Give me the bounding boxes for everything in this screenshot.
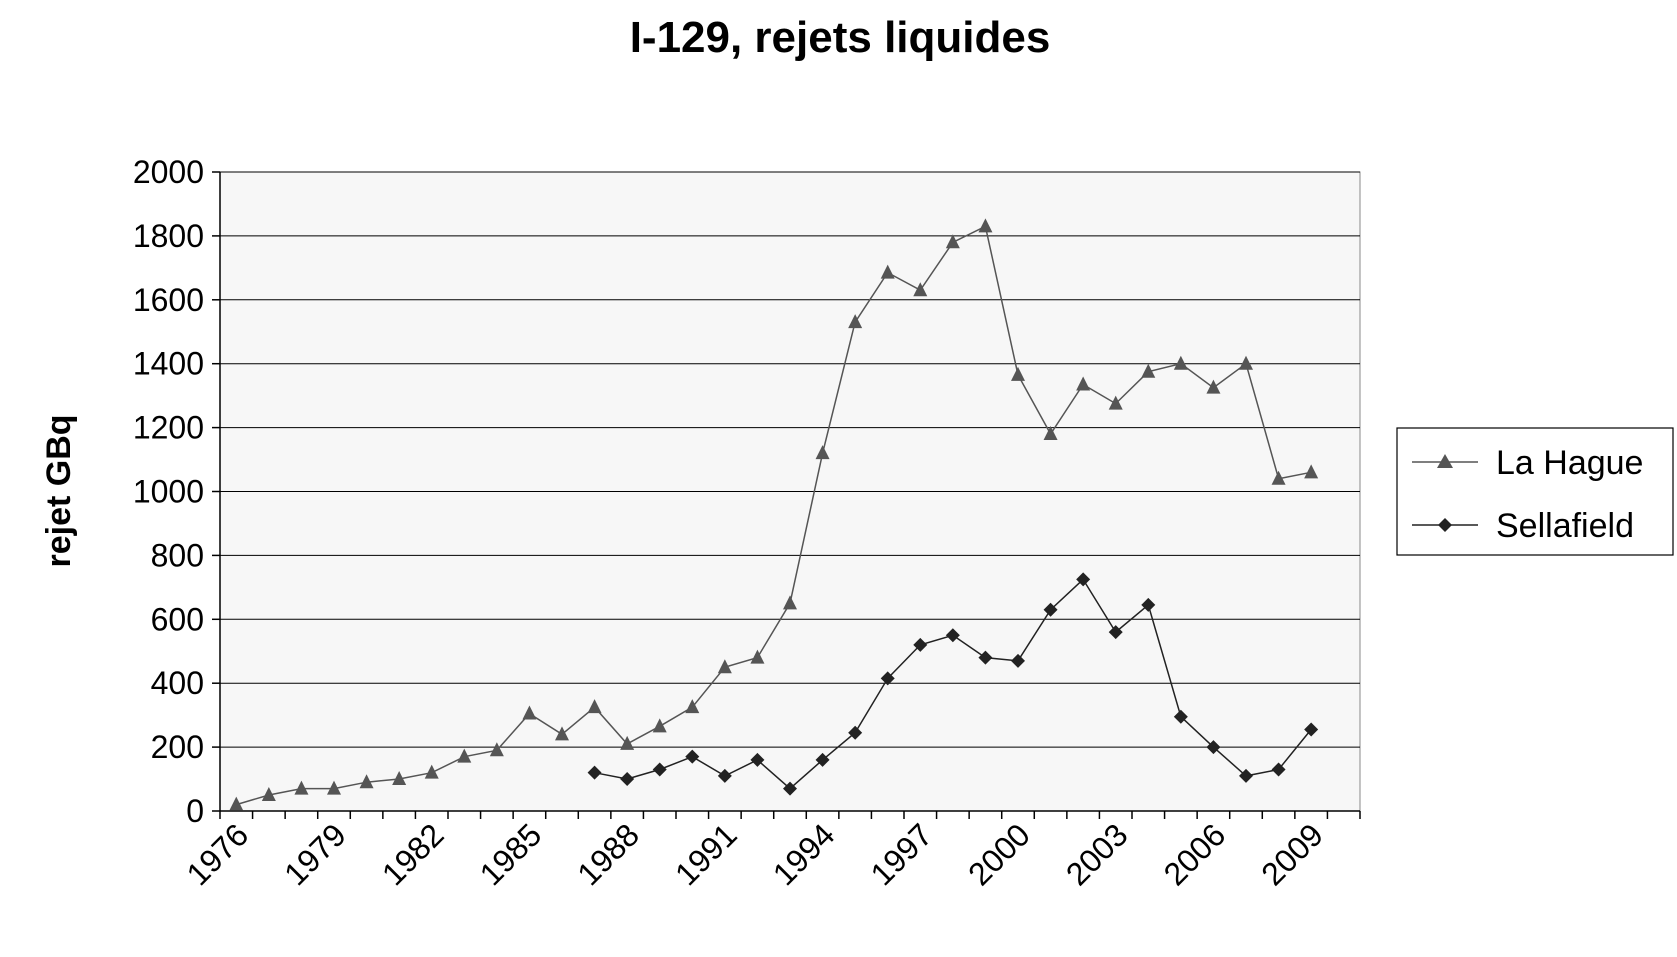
data-point-la-hague (522, 705, 537, 720)
data-point-sellafield (1304, 722, 1319, 737)
data-point-sellafield (1011, 653, 1025, 668)
data-point-la-hague (685, 699, 700, 714)
y-tick-label: 600 (151, 601, 204, 637)
data-point-sellafield (717, 768, 732, 783)
data-point-sellafield (1206, 740, 1221, 755)
data-point-la-hague (1206, 379, 1221, 394)
data-point-sellafield (848, 725, 863, 740)
data-point-sellafield (685, 749, 700, 764)
data-point-sellafield (620, 772, 635, 787)
data-point-la-hague (392, 771, 407, 786)
legend-box (1396, 427, 1674, 556)
legend-label-sellafield: Sellafield (1496, 507, 1634, 545)
y-axis-label: rejet GBq (40, 414, 78, 567)
data-point-la-hague (489, 742, 504, 757)
data-point-la-hague (1173, 355, 1188, 370)
data-point-sellafield (1239, 768, 1253, 783)
x-tick-label: 2009 (1254, 816, 1330, 892)
y-tick-label: 400 (151, 665, 204, 701)
data-point-sellafield (652, 762, 667, 777)
data-point-la-hague (945, 234, 960, 249)
y-tick-label: 800 (151, 537, 204, 573)
x-tick-label: 1991 (668, 816, 744, 892)
x-tick-label: 1979 (277, 816, 353, 892)
data-point-la-hague (1108, 395, 1123, 410)
y-tick-label: 200 (151, 729, 204, 765)
data-point-sellafield (880, 671, 895, 686)
data-point-la-hague (783, 595, 797, 610)
data-point-la-hague (1239, 355, 1253, 370)
data-point-la-hague (1271, 470, 1286, 485)
x-tick-label: 1994 (766, 816, 842, 892)
data-point-la-hague (978, 218, 993, 233)
x-tick-label: 1982 (375, 816, 451, 892)
x-tick-label: 1988 (570, 816, 646, 892)
data-point-la-hague (815, 445, 830, 460)
data-point-la-hague (620, 735, 635, 750)
data-point-sellafield (587, 765, 602, 780)
data-point-la-hague (880, 264, 895, 279)
series-line-la-hague (236, 225, 1312, 806)
data-point-sellafield (1141, 597, 1156, 612)
x-axis-ticks: 1976 1979 1982 1985 1988 1991 1994 1997 2000 2003… (179, 811, 1361, 892)
data-point-la-hague (1141, 363, 1156, 378)
legend-marker-diamond (1438, 518, 1452, 532)
x-tick-label: 2006 (1157, 816, 1233, 892)
data-point-sellafield (945, 628, 960, 643)
data-point-la-hague (555, 726, 569, 741)
data-point-sellafield (783, 781, 797, 796)
data-point-sellafield (815, 752, 830, 767)
x-tick-label: 2003 (1059, 816, 1135, 892)
chart-title: I-129, rejets liquides (630, 13, 1051, 62)
y-axis-ticks: 0 200 400 600 800 1000 1200 1400 1600 1800 2000 (133, 154, 220, 829)
legend: La Hague Sellafield (1396, 427, 1674, 556)
data-point-la-hague (424, 764, 439, 779)
legend-marker-triangle (1437, 454, 1453, 468)
data-point-la-hague (457, 748, 472, 763)
data-point-sellafield (913, 637, 928, 652)
series-group (229, 218, 1319, 811)
x-tick-label: 1985 (473, 816, 549, 892)
data-point-la-hague (1076, 376, 1091, 391)
data-point-sellafield (978, 650, 993, 665)
data-point-sellafield (1076, 572, 1091, 587)
x-tick-label: 2000 (961, 816, 1037, 892)
data-point-la-hague (848, 314, 863, 329)
data-point-la-hague (913, 282, 928, 297)
data-point-sellafield (1043, 602, 1058, 617)
y-tick-label: 1600 (133, 282, 204, 318)
data-point-la-hague (261, 787, 276, 802)
data-point-la-hague (1043, 425, 1058, 440)
y-tick-label: 1400 (133, 346, 204, 382)
data-point-sellafield (1108, 625, 1123, 640)
data-point-sellafield (1173, 709, 1188, 724)
y-tick-label: 0 (186, 793, 204, 829)
data-point-sellafield (1271, 762, 1286, 777)
data-point-la-hague (587, 699, 602, 714)
data-point-la-hague (327, 780, 341, 795)
data-point-la-hague (717, 659, 732, 674)
x-tick-label: 1997 (863, 816, 939, 892)
data-point-la-hague (359, 774, 374, 789)
data-point-la-hague (750, 649, 765, 664)
grid-lines (220, 171, 1360, 748)
data-point-la-hague (229, 796, 244, 811)
y-tick-label: 1200 (133, 410, 204, 446)
data-point-la-hague (1304, 464, 1319, 479)
y-tick-label: 2000 (133, 154, 204, 190)
data-point-la-hague (294, 780, 309, 795)
legend-label-la-hague: La Hague (1496, 444, 1643, 482)
data-point-la-hague (1011, 366, 1025, 381)
data-point-la-hague (652, 718, 667, 733)
y-tick-label: 1800 (133, 218, 204, 254)
data-point-sellafield (750, 752, 765, 767)
y-tick-label: 1000 (133, 474, 204, 510)
